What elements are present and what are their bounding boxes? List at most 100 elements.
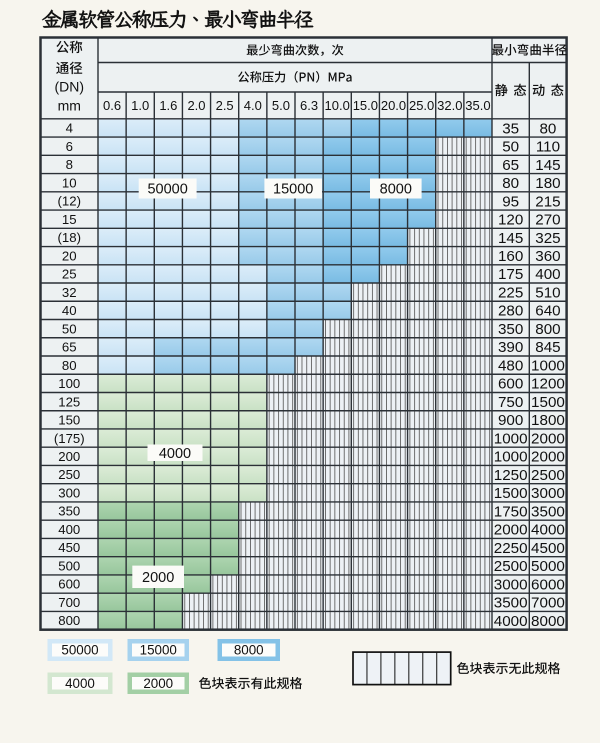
svg-text:200: 200 [58,449,80,464]
svg-text:15000: 15000 [140,643,177,658]
svg-text:2.5: 2.5 [216,98,234,113]
svg-text:32.0: 32.0 [437,98,462,113]
svg-text:15000: 15000 [273,182,313,198]
svg-text:5.0: 5.0 [272,98,290,113]
svg-text:100: 100 [58,376,80,391]
svg-text:145: 145 [535,157,560,174]
svg-text:6000: 6000 [531,576,565,593]
svg-text:350: 350 [498,321,523,338]
svg-text:1800: 1800 [531,412,565,429]
svg-text:215: 215 [535,193,560,210]
svg-text:225: 225 [498,284,523,301]
svg-text:50: 50 [62,321,77,336]
svg-text:145: 145 [498,230,523,247]
svg-text:600: 600 [58,577,80,592]
svg-text:8000: 8000 [380,182,412,198]
svg-text:5000: 5000 [531,558,565,575]
svg-text:350: 350 [58,504,80,519]
svg-text:95: 95 [502,193,519,210]
svg-text:360: 360 [535,248,560,265]
svg-text:2000: 2000 [531,430,565,447]
svg-text:80: 80 [539,120,556,137]
svg-text:2500: 2500 [531,467,565,484]
svg-text:2.0: 2.0 [187,98,205,113]
svg-text:180: 180 [535,175,560,192]
svg-text:0.6: 0.6 [103,98,121,113]
svg-text:400: 400 [58,522,80,537]
svg-text:20.0: 20.0 [381,98,406,113]
svg-text:250: 250 [58,467,80,482]
svg-text:150: 150 [58,413,80,428]
svg-text:2250: 2250 [494,540,528,557]
svg-text:6: 6 [66,139,73,154]
svg-text:15.0: 15.0 [353,98,378,113]
svg-text:160: 160 [498,248,523,265]
svg-text:500: 500 [58,558,80,573]
svg-text:110: 110 [536,139,560,156]
svg-text:280: 280 [498,303,523,320]
svg-text:8000: 8000 [531,613,565,630]
svg-text:3000: 3000 [531,485,565,502]
svg-text:6.3: 6.3 [300,98,318,113]
svg-text:1000: 1000 [494,430,528,447]
svg-text:4000: 4000 [531,522,565,539]
svg-text:65: 65 [62,340,77,355]
svg-text:25.0: 25.0 [409,98,434,113]
svg-text:1000: 1000 [494,449,528,466]
svg-text:8: 8 [66,157,73,172]
svg-text:40: 40 [62,303,77,318]
svg-text:32: 32 [62,285,77,300]
svg-text:4: 4 [66,121,73,136]
svg-text:(12): (12) [58,194,81,209]
svg-text:3000: 3000 [494,576,528,593]
svg-text:2000: 2000 [143,676,173,691]
svg-text:1500: 1500 [531,394,565,411]
svg-text:35.0: 35.0 [465,98,490,113]
svg-text:2000: 2000 [494,522,528,539]
svg-text:50: 50 [502,139,519,156]
svg-text:800: 800 [535,321,560,338]
svg-text:2000: 2000 [142,570,174,586]
svg-text:1.6: 1.6 [159,98,177,113]
svg-text:4000: 4000 [65,676,95,691]
svg-text:845: 845 [535,339,560,356]
svg-text:(18): (18) [58,230,81,245]
svg-text:2500: 2500 [494,558,528,575]
svg-text:400: 400 [535,266,560,283]
svg-text:1750: 1750 [494,503,528,520]
svg-text:600: 600 [498,376,523,393]
svg-text:1500: 1500 [494,485,528,502]
svg-text:1200: 1200 [531,376,565,393]
svg-text:4000: 4000 [159,446,191,462]
svg-text:3500: 3500 [494,595,528,612]
svg-text:65: 65 [502,157,519,174]
svg-text:8000: 8000 [234,643,264,658]
svg-text:35: 35 [502,120,519,137]
svg-text:15: 15 [62,212,77,227]
svg-text:(DN): (DN) [54,79,84,95]
svg-text:1000: 1000 [531,357,565,374]
svg-text:25: 25 [62,267,77,282]
svg-text:3500: 3500 [531,503,565,520]
svg-text:80: 80 [502,175,519,192]
svg-text:800: 800 [58,613,80,628]
svg-text:120: 120 [498,212,523,229]
svg-text:50000: 50000 [61,643,98,658]
svg-text:20: 20 [62,248,77,263]
svg-text:300: 300 [58,485,80,500]
svg-text:750: 750 [498,394,523,411]
svg-text:7000: 7000 [531,595,565,612]
svg-text:450: 450 [58,540,80,555]
svg-text:4000: 4000 [494,613,528,630]
svg-text:175: 175 [498,266,523,283]
svg-text:10.0: 10.0 [325,98,350,113]
svg-text:480: 480 [498,357,523,374]
svg-text:325: 325 [535,230,560,247]
svg-text:4500: 4500 [531,540,565,557]
svg-text:640: 640 [535,303,560,320]
svg-text:10: 10 [62,175,77,190]
svg-text:(175): (175) [54,431,85,446]
svg-text:900: 900 [498,412,523,429]
svg-text:1250: 1250 [494,467,528,484]
svg-text:4.0: 4.0 [244,98,262,113]
